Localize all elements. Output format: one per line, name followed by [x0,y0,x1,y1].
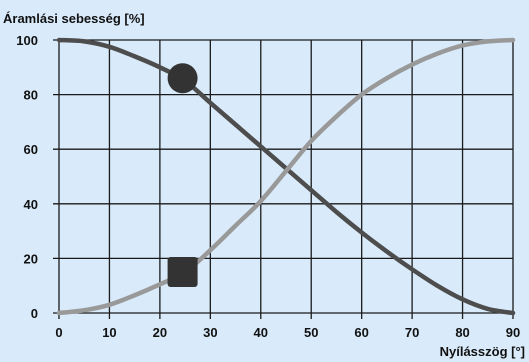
x-tick-label: 50 [304,325,318,340]
x-tick-label: 30 [203,325,217,340]
y-tick-labels: 0 20 40 60 80 100 [16,33,38,321]
square-marker [167,257,198,288]
series-lines [56,37,516,316]
x-tick-label: 90 [506,325,520,340]
x-tick-labels: 0 10 20 30 40 50 60 70 80 90 [55,325,520,340]
x-tick-label: 60 [354,325,368,340]
x-tick-label: 0 [55,325,62,340]
y-tick-label: 40 [24,197,38,212]
series-line-2 [56,37,516,316]
y-tick-label: 60 [24,142,38,157]
series-markers [167,63,198,288]
circle-marker [167,63,198,94]
y-tick-label: 0 [31,306,38,321]
x-tick-label: 20 [153,325,167,340]
y-tick-label: 80 [24,88,38,103]
y-axis-title: Áramlási sebesség [%] [3,11,145,26]
x-axis-title: Nyílásszög [°] [440,344,525,359]
x-tick-label: 10 [102,325,116,340]
x-tick-label: 40 [254,325,268,340]
y-tick-label: 20 [24,251,38,266]
x-tick-label: 80 [455,325,469,340]
x-tick-label: 70 [405,325,419,340]
grid [53,39,514,319]
y-tick-label: 100 [16,33,38,48]
